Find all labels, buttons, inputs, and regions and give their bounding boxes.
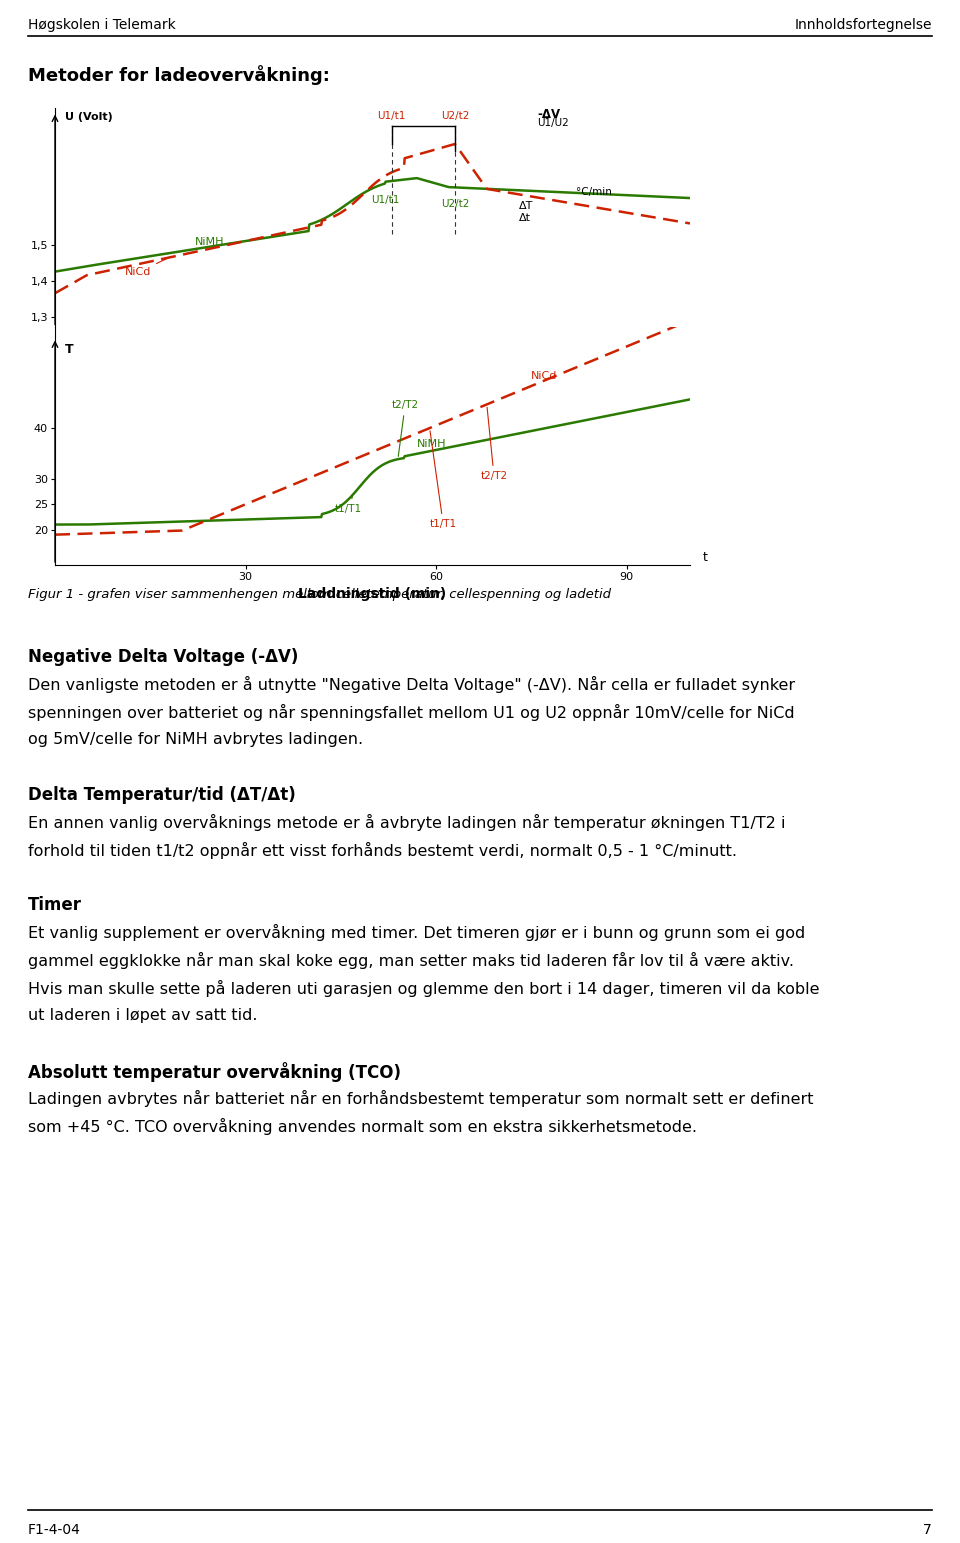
Text: t1/T1: t1/T1: [334, 497, 362, 514]
Text: Høgskolen i Telemark: Høgskolen i Telemark: [28, 19, 176, 32]
Text: spenningen over batteriet og når spenningsfallet mellom U1 og U2 oppnår 10mV/cel: spenningen over batteriet og når spennin…: [28, 704, 795, 721]
Text: En annen vanlig overvåknings metode er å avbryte ladingen når temperatur økninge: En annen vanlig overvåknings metode er å…: [28, 815, 785, 832]
Text: -ΔV: -ΔV: [538, 108, 561, 120]
Text: NiCd: NiCd: [125, 259, 167, 278]
Text: NiMH: NiMH: [417, 438, 446, 449]
Text: F1-4-04: F1-4-04: [28, 1523, 81, 1537]
Text: t1/T1: t1/T1: [430, 430, 457, 529]
Text: som +45 °C. TCO overvåkning anvendes normalt som en ekstra sikkerhetsmetode.: som +45 °C. TCO overvåkning anvendes nor…: [28, 1119, 697, 1136]
Text: Metoder for ladeovervåkning:: Metoder for ladeovervåkning:: [28, 65, 330, 85]
Text: Hvis man skulle sette på laderen uti garasjen og glemme den bort i 14 dager, tim: Hvis man skulle sette på laderen uti gar…: [28, 980, 820, 997]
Text: t: t: [703, 551, 708, 563]
Text: Absolutt temperatur overvåkning (TCO): Absolutt temperatur overvåkning (TCO): [28, 1062, 401, 1082]
Text: ΔT
Δt: ΔT Δt: [518, 202, 533, 224]
Text: Ladingen avbrytes når batteriet når en forhåndsbestemt temperatur som normalt se: Ladingen avbrytes når batteriet når en f…: [28, 1089, 813, 1106]
Text: Delta Temperatur/tid (ΔT/Δt): Delta Temperatur/tid (ΔT/Δt): [28, 785, 296, 804]
Text: Den vanligste metoden er å utnytte "Negative Delta Voltage" (-ΔV). Når cella er : Den vanligste metoden er å utnytte "Nega…: [28, 676, 795, 693]
Text: U1/t1: U1/t1: [377, 111, 406, 120]
Text: U1/U2: U1/U2: [538, 117, 569, 128]
Text: ut laderen i løpet av satt tid.: ut laderen i løpet av satt tid.: [28, 1008, 257, 1023]
Text: NiCd: NiCd: [531, 370, 558, 381]
Text: t2/T2: t2/T2: [392, 400, 419, 457]
Text: Innholdsfortegnelse: Innholdsfortegnelse: [795, 19, 932, 32]
Text: T: T: [64, 343, 73, 355]
Text: U1/t1: U1/t1: [371, 194, 399, 205]
Text: °C/min: °C/min: [576, 187, 612, 198]
Text: 7: 7: [924, 1523, 932, 1537]
X-axis label: Laddningstid (min): Laddningstid (min): [299, 588, 446, 602]
Text: Et vanlig supplement er overvåkning med timer. Det timeren gjør er i bunn og gru: Et vanlig supplement er overvåkning med …: [28, 924, 805, 941]
Text: t2/T2: t2/T2: [480, 407, 508, 481]
Text: U2/t2: U2/t2: [441, 111, 469, 120]
Text: Timer: Timer: [28, 896, 82, 913]
Text: Negative Delta Voltage (-ΔV): Negative Delta Voltage (-ΔV): [28, 648, 299, 667]
Text: U (Volt): U (Volt): [64, 111, 112, 122]
Text: NiMH: NiMH: [195, 236, 230, 247]
Text: U2/t2: U2/t2: [441, 199, 469, 208]
Text: Figur 1 - grafen viser sammenhengen mellom celletemperatur, cellespenning og lad: Figur 1 - grafen viser sammenhengen mell…: [28, 588, 611, 602]
Text: forhold til tiden t1/t2 oppnår ett visst forhånds bestemt verdi, normalt 0,5 - 1: forhold til tiden t1/t2 oppnår ett visst…: [28, 842, 737, 859]
Text: gammel eggklokke når man skal koke egg, man setter maks tid laderen får lov til : gammel eggklokke når man skal koke egg, …: [28, 952, 794, 969]
Text: og 5mV/celle for NiMH avbrytes ladingen.: og 5mV/celle for NiMH avbrytes ladingen.: [28, 731, 363, 747]
